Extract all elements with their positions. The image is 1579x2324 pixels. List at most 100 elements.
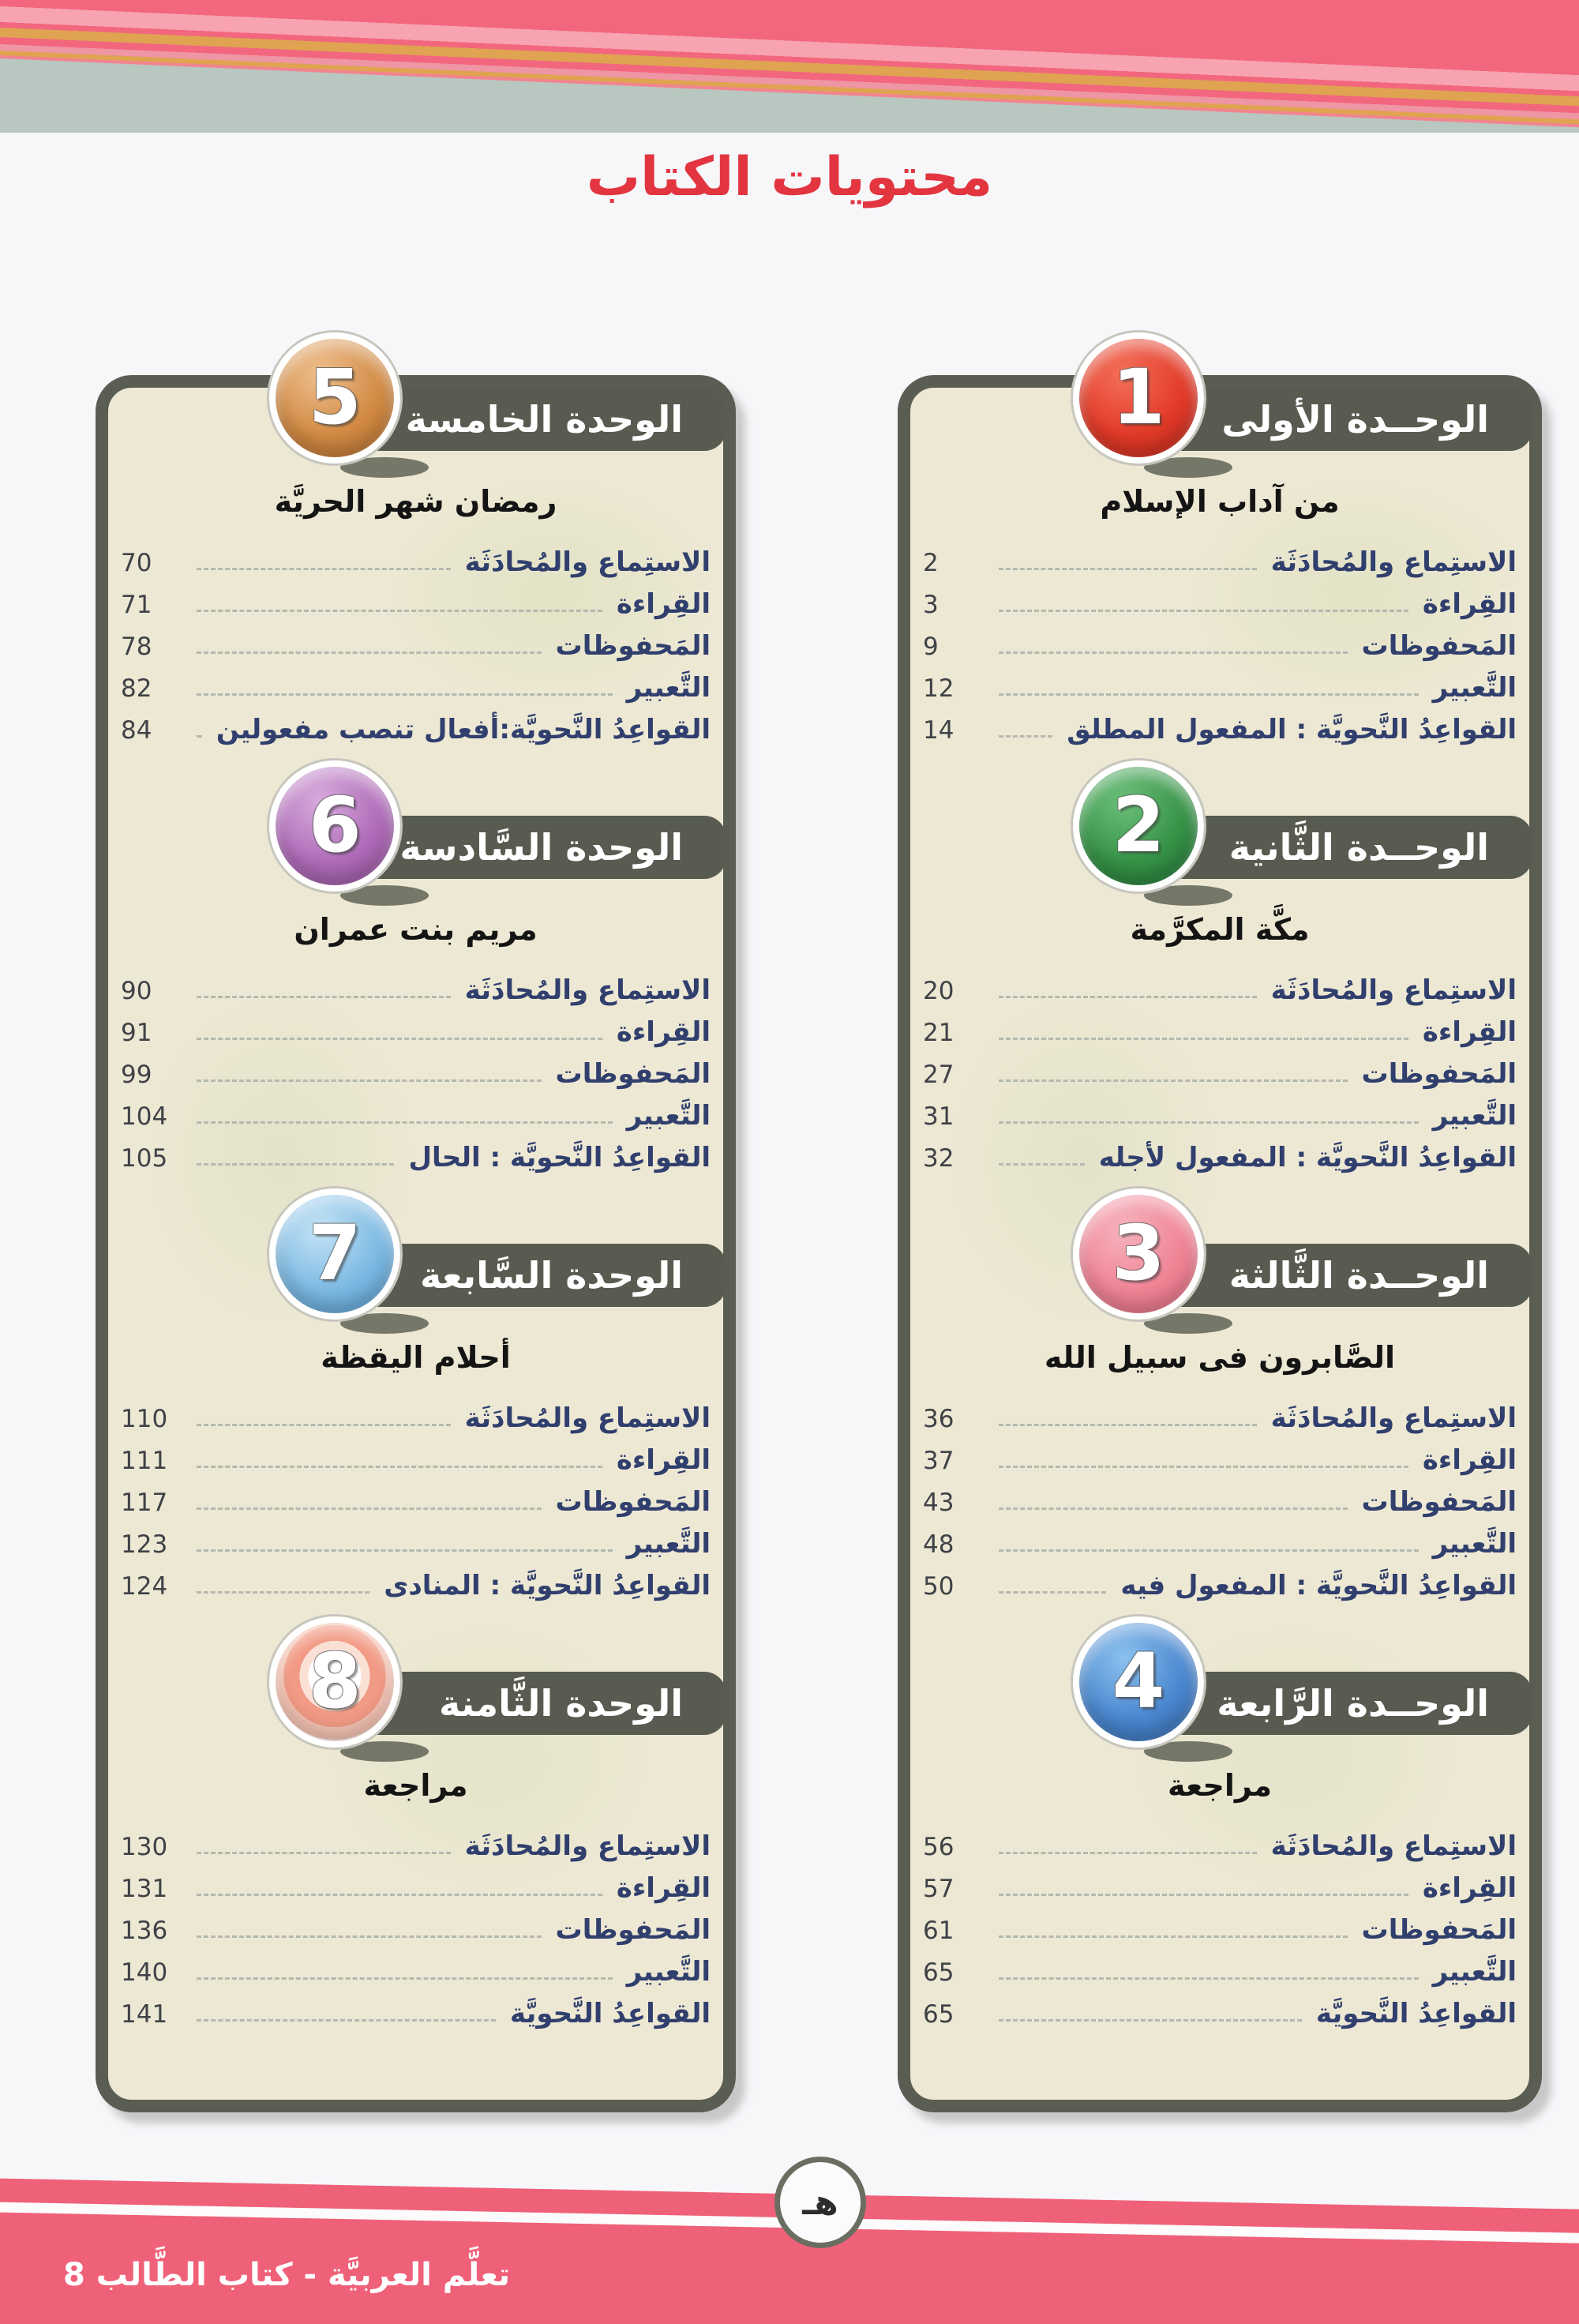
toc-row-label: المَحفوظات (555, 1486, 711, 1518)
unit-number-badge: 3 (1073, 1188, 1205, 1320)
badge-number: 1 (1112, 353, 1165, 441)
toc-row: 71 القِراءة (121, 581, 711, 623)
badge-shadow (1144, 885, 1233, 906)
toc-row: 65 القواعِدُ النَّحويَّة (923, 1991, 1517, 2033)
toc-page-number: 21 (923, 1019, 955, 1047)
unit-subtitle: مكَّة المكرَّمة (1130, 912, 1310, 947)
toc-leader (197, 1852, 451, 1854)
toc-row-label: القواعِدُ النَّحويَّة : المفعول المطلق (1067, 714, 1517, 745)
toc-row-label: المَحفوظات (1361, 1914, 1517, 1946)
toc-row: 70 الاستِماع والمُحادَثَة (121, 539, 711, 581)
toc-leader (999, 1935, 1348, 1938)
unit-title-bar: الوحــدة الرَّابعة (1139, 1672, 1532, 1735)
toc-page-number: 65 (923, 2000, 955, 2029)
toc-leader (999, 1894, 1408, 1896)
unit-title: الوحدة الثَّامنة (438, 1682, 683, 1725)
toc-leader (197, 1466, 602, 1468)
unit-title: الوحدة السَّابعة (419, 1254, 683, 1297)
toc-row: 56 الاستِماع والمُحادَثَة (923, 1823, 1517, 1865)
toc-leader (197, 1079, 542, 1082)
toc-page-number: 70 (121, 549, 152, 577)
unit-number-badge: 4 (1073, 1616, 1205, 1748)
toc-leader (999, 1163, 1085, 1166)
toc-page-number: 117 (121, 1489, 168, 1517)
toc-leader (999, 1466, 1408, 1468)
unit-block-3: الوحــدة الثَّالثة 3 الصَّابرون فى سبيل … (910, 1188, 1532, 1672)
toc-page-number: 3 (923, 591, 939, 619)
toc-row: 48 التَّعبير (923, 1521, 1517, 1563)
unit-title: الوحــدة الثَّالثة (1228, 1254, 1489, 1297)
toc-row-label: المَحفوظات (1361, 1486, 1517, 1518)
toc-row-label: المَحفوظات (555, 1914, 711, 1946)
unit-subtitle: من آداب الإسلام (1100, 484, 1340, 519)
unit-number-badge: 1 (1073, 332, 1205, 464)
toc-row-label: التَّعبير (1432, 1100, 1517, 1132)
toc-leader (197, 996, 451, 998)
toc-page-number: 99 (121, 1061, 152, 1089)
toc-row: 99 المَحفوظات (121, 1051, 711, 1093)
toc-row-label: المَحفوظات (1361, 630, 1517, 662)
toc-leader (999, 1977, 1419, 1980)
toc-row: 32 القواعِدُ النَّحويَّة : المفعول لأجله (923, 1135, 1517, 1177)
toc-page-number: 50 (923, 1572, 955, 1601)
page-title: محتويات الكتاب (586, 146, 993, 208)
toc-leader (197, 1424, 451, 1426)
toc-rows: 70 الاستِماع والمُحادَثَة 71 القِراءة 78… (108, 539, 723, 749)
toc-row-label: التَّعبير (1432, 1528, 1517, 1560)
page-marker-label: هـ (802, 2182, 838, 2223)
toc-row: 105 القواعِدُ النَّحويَّة : الحال (121, 1135, 711, 1177)
toc-leader (999, 1591, 1107, 1594)
badge-number: 4 (1112, 1637, 1165, 1725)
toc-leader (999, 1038, 1408, 1040)
toc-row: 12 التَّعبير (923, 665, 1517, 707)
toc-page-number: 65 (923, 1958, 955, 1987)
toc-row: 141 القواعِدُ النَّحويَّة (121, 1991, 711, 2033)
toc-leader (999, 1852, 1257, 1854)
badge-shadow (1144, 1741, 1233, 1762)
unit-block-6: الوحدة السَّادسة 6 مريم بنت عمران 90 الا… (108, 760, 726, 1244)
unit-block-2: الوحــدة الثَّانية 2 مكَّة المكرَّمة 20 … (910, 760, 1532, 1244)
toc-leader (999, 2019, 1302, 2022)
unit-title-bar: الوحدة السَّابعة (336, 1244, 726, 1307)
toc-leader (999, 1424, 1257, 1426)
toc-row-label: القِراءة (1422, 1872, 1517, 1904)
toc-rows: 20 الاستِماع والمُحادَثَة 21 القِراءة 27… (910, 967, 1529, 1177)
toc-row: 78 المَحفوظات (121, 623, 711, 665)
unit-title: الوحدة الخامسة (405, 398, 683, 441)
unit-number-badge: 8 (269, 1616, 401, 1748)
toc-leader (999, 610, 1408, 612)
unit-block-8: الوحدة الثَّامنة 8 مراجعة 130 الاستِماع … (108, 1616, 726, 2100)
toc-row-label: الاستِماع والمُحادَثَة (464, 1830, 711, 1862)
toc-page-number: 12 (923, 674, 955, 703)
toc-row: 21 القِراءة (923, 1009, 1517, 1051)
toc-row: 136 المَحفوظات (121, 1907, 711, 1949)
toc-row-label: الاستِماع والمُحادَثَة (464, 546, 711, 578)
toc-row-label: القواعِدُ النَّحويَّة (509, 1998, 711, 2029)
badge-number: 8 (308, 1637, 362, 1725)
toc-page-number: 90 (121, 977, 152, 1005)
badge-shadow (340, 457, 429, 478)
toc-row-label: التَّعبير (626, 1100, 711, 1132)
toc-row: 123 التَّعبير (121, 1521, 711, 1563)
badge-number: 7 (308, 1209, 362, 1297)
toc-page-number: 43 (923, 1489, 955, 1517)
toc-page-number: 104 (121, 1102, 168, 1131)
toc-leader (197, 2019, 496, 2022)
toc-row: 43 المَحفوظات (923, 1479, 1517, 1521)
toc-row-label: التَّعبير (1432, 1956, 1517, 1988)
toc-row-label: المَحفوظات (555, 630, 711, 662)
unit-title-bar: الوحدة الثَّامنة (336, 1672, 726, 1735)
toc-leader (197, 693, 613, 696)
toc-row: 65 التَّعبير (923, 1949, 1517, 1991)
unit-number-badge: 5 (269, 332, 401, 464)
unit-subtitle: رمضان شهر الحريَّة (274, 484, 557, 519)
toc-page-number: 56 (923, 1833, 955, 1861)
toc-row-label: القِراءة (1422, 1444, 1517, 1476)
toc-row: 14 القواعِدُ النَّحويَّة : المفعول المطل… (923, 707, 1517, 749)
toc-row-label: القواعِدُ النَّحويَّة:أفعال تنصب مفعولين (216, 714, 711, 745)
toc-row-label: الاستِماع والمُحادَثَة (464, 1402, 711, 1434)
toc-row: 2 الاستِماع والمُحادَثَة (923, 539, 1517, 581)
toc-leader (197, 1038, 602, 1040)
unit-title-bar: الوحــدة الأولى (1139, 388, 1532, 451)
toc-row: 61 المَحفوظات (923, 1907, 1517, 1949)
